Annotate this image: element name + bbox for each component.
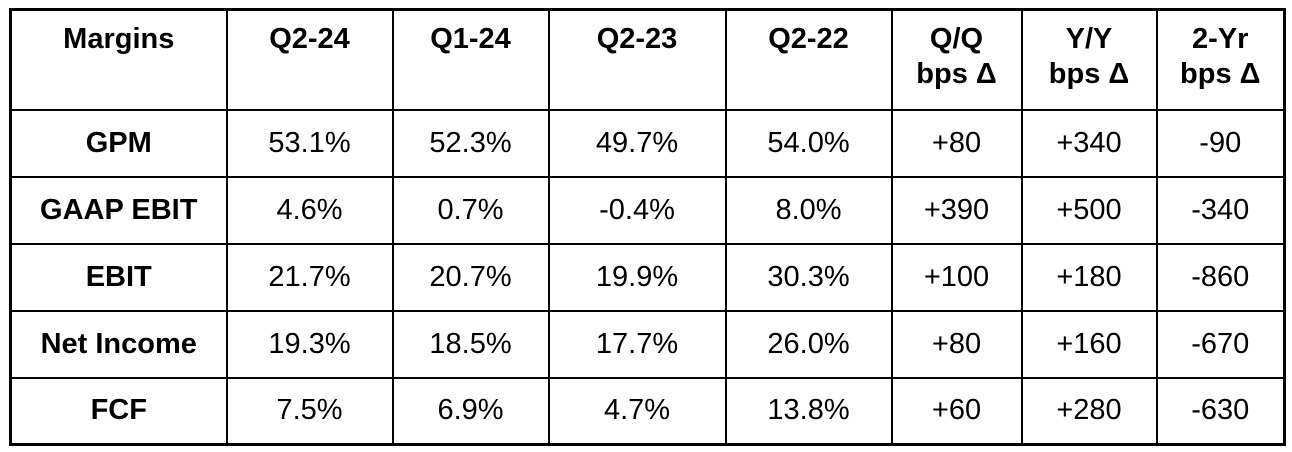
cell-gpm-q2-22: 54.0%: [724, 108, 893, 178]
header-q2-22-label: Q2-22: [768, 23, 849, 55]
cell-gaap-ebit-q2-22: 8.0%: [724, 175, 893, 245]
cell-net-income-q1-24: 18.5%: [391, 309, 550, 379]
header-q2-23: Q2-23: [547, 8, 727, 111]
header-q2-24-label: Q2-24: [269, 23, 350, 55]
header-qq-label: Q/Q: [929, 23, 984, 55]
table-row-fcf: FCF 7.5% 6.9% 4.7% 13.8% +60 +280 -630: [9, 376, 1286, 446]
cell-ebit-q2-22: 30.3%: [724, 242, 893, 312]
cell-net-income-2yr-delta: -670: [1155, 309, 1286, 379]
cell-ebit-q2-24: 21.7%: [225, 242, 394, 312]
margins-table: Margins Q2-24 Q1-24 Q2-23 Q2-22: [9, 8, 1286, 446]
table-row-gaap-ebit: GAAP EBIT 4.6% 0.7% -0.4% 8.0% +390 +500…: [9, 175, 1286, 245]
cell-gaap-ebit-qq-delta: +390: [890, 175, 1023, 245]
header-yy-label: Y/Y: [1065, 23, 1113, 55]
cell-ebit-q1-24: 20.7%: [391, 242, 550, 312]
header-q2-22: Q2-22: [724, 8, 893, 111]
cell-gaap-ebit-q2-24: 4.6%: [225, 175, 394, 245]
cell-fcf-2yr-delta: -630: [1155, 376, 1286, 446]
header-2yr-label: 2-Yr: [1192, 23, 1249, 55]
cell-ebit-q2-23: 19.9%: [547, 242, 727, 312]
cell-gpm-2yr-delta: -90: [1155, 108, 1286, 178]
header-margins: Margins: [9, 8, 228, 111]
header-row: Margins Q2-24 Q1-24 Q2-23 Q2-22: [9, 8, 1286, 111]
header-margins-label: Margins: [63, 23, 175, 55]
cell-gaap-ebit-2yr-delta: -340: [1155, 175, 1286, 245]
header-qq-bps-label: bps Δ: [916, 58, 997, 91]
header-2yr-bps-delta: 2-Yr bps Δ: [1155, 8, 1286, 111]
header-q1-24: Q1-24: [391, 8, 550, 111]
cell-net-income-qq-delta: +80: [890, 309, 1023, 379]
row-label-net-income: Net Income: [9, 309, 228, 379]
header-qq-bps-delta: Q/Q bps Δ: [890, 8, 1023, 111]
cell-net-income-q2-23: 17.7%: [547, 309, 727, 379]
cell-ebit-2yr-delta: -860: [1155, 242, 1286, 312]
header-yy-bps-delta: Y/Y bps Δ: [1020, 8, 1158, 111]
cell-gaap-ebit-q2-23: -0.4%: [547, 175, 727, 245]
cell-net-income-yy-delta: +160: [1020, 309, 1158, 379]
cell-fcf-q2-24: 7.5%: [225, 376, 394, 446]
cell-fcf-yy-delta: +280: [1020, 376, 1158, 446]
row-label-fcf: FCF: [9, 376, 228, 446]
header-q2-23-label: Q2-23: [596, 23, 678, 55]
cell-ebit-qq-delta: +100: [890, 242, 1023, 312]
row-label-gaap-ebit: GAAP EBIT: [9, 175, 228, 245]
cell-gpm-q1-24: 52.3%: [391, 108, 550, 178]
header-2yr-bps-label: bps Δ: [1180, 58, 1261, 91]
cell-fcf-q2-22: 13.8%: [724, 376, 893, 446]
cell-net-income-q2-22: 26.0%: [724, 309, 893, 379]
header-yy-bps-label: bps Δ: [1048, 58, 1130, 91]
cell-gpm-q2-23: 49.7%: [547, 108, 727, 178]
cell-fcf-q1-24: 6.9%: [391, 376, 550, 446]
cell-net-income-q2-24: 19.3%: [225, 309, 394, 379]
cell-gaap-ebit-yy-delta: +500: [1020, 175, 1158, 245]
header-q1-24-label: Q1-24: [430, 23, 511, 55]
cell-fcf-qq-delta: +60: [890, 376, 1023, 446]
header-q2-24: Q2-24: [225, 8, 394, 111]
cell-gaap-ebit-q1-24: 0.7%: [391, 175, 550, 245]
cell-gpm-yy-delta: +340: [1020, 108, 1158, 178]
table-row-ebit: EBIT 21.7% 20.7% 19.9% 30.3% +100 +180 -…: [9, 242, 1286, 312]
table-row-net-income: Net Income 19.3% 18.5% 17.7% 26.0% +80 +…: [9, 309, 1286, 379]
cell-fcf-q2-23: 4.7%: [547, 376, 727, 446]
cell-gpm-qq-delta: +80: [890, 108, 1023, 178]
row-label-ebit: EBIT: [9, 242, 228, 312]
row-label-gpm: GPM: [9, 108, 228, 178]
table-row-gpm: GPM 53.1% 52.3% 49.7% 54.0% +80 +340 -90: [9, 108, 1286, 178]
cell-gpm-q2-24: 53.1%: [225, 108, 394, 178]
cell-ebit-yy-delta: +180: [1020, 242, 1158, 312]
